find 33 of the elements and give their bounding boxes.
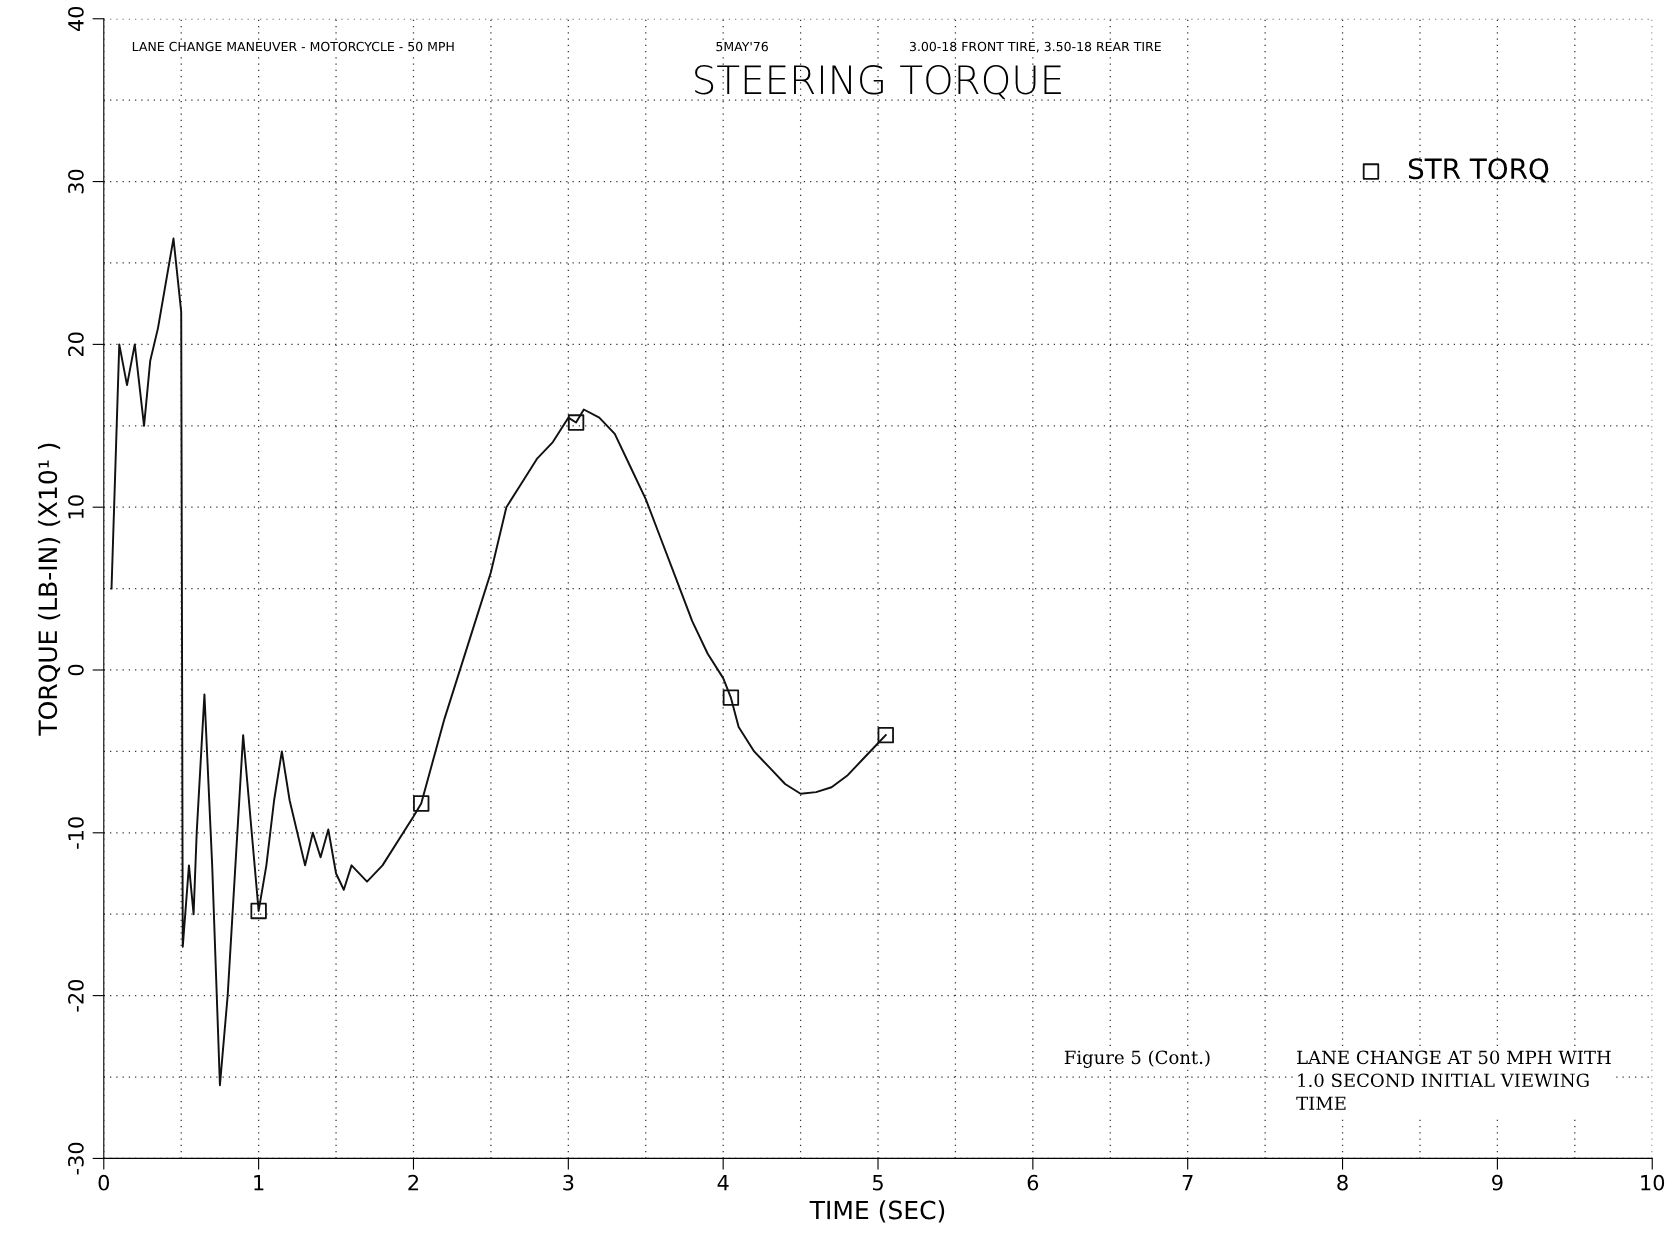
- y-tick-label: 10: [68, 495, 84, 519]
- y-axis-title: TORQUE (LB-IN) (X10¹ ): [37, 443, 61, 736]
- annotation: LANE CHANGE MANEUVER - MOTORCYCLE - 50 MPH: [132, 41, 454, 52]
- legend-label: STR TORQ: [1408, 158, 1549, 183]
- y-tick-label: -20: [68, 979, 84, 1012]
- point: [567, 414, 585, 431]
- y-tick-label: 40: [68, 6, 84, 31]
- x-tick-label: 9: [1492, 1174, 1503, 1191]
- point: [250, 902, 267, 920]
- x-tick-label: 10: [1641, 1174, 1665, 1191]
- x-tick-label: 2: [408, 1174, 419, 1191]
- x-tick-label: 6: [1027, 1174, 1039, 1191]
- point: [877, 726, 894, 744]
- text: STEERING TORQUE: [695, 65, 1061, 99]
- x-tick-label: 7: [1182, 1175, 1193, 1191]
- y-tick-label: 0: [68, 664, 84, 676]
- annotation: 5MAY'76: [716, 41, 768, 52]
- annotation: Figure 5 (Cont.): [1064, 1050, 1210, 1068]
- x-tick-label: 0: [98, 1174, 110, 1191]
- y-tick-label: 30: [68, 169, 84, 194]
- annotation: LANE CHANGE AT 50 MPH WITH 1.0 SECOND INITIAL VIEWING TIME: [1296, 1050, 1611, 1110]
- x-tick-label: 1: [254, 1175, 264, 1191]
- x-axis-title: TIME (SEC): [809, 1200, 945, 1223]
- y-tick-label: -10: [68, 817, 84, 849]
- x-tick-label: 5: [872, 1175, 883, 1191]
- y-tick-label: -30: [68, 1142, 84, 1175]
- point: [413, 795, 430, 812]
- y-tick-label: 20: [68, 332, 84, 357]
- x-tick-label: 4: [717, 1175, 729, 1191]
- x-tick-label: 3: [563, 1174, 574, 1191]
- point: [722, 689, 740, 706]
- x-tick-label: 8: [1337, 1174, 1348, 1191]
- annotation: 3.00-18 FRONT TIRE, 3.50-18 REAR TIRE: [909, 41, 1161, 53]
